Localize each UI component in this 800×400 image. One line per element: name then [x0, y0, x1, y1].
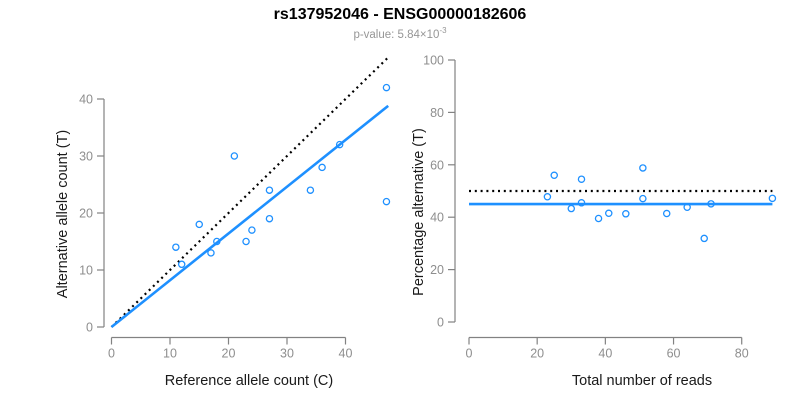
x-axis-title: Reference allele count (C): [165, 373, 333, 389]
data-point: [543, 193, 552, 201]
data-point: [265, 186, 274, 194]
y-axis-title: Percentage alternative (T): [411, 128, 427, 296]
y-axis-title: Alternative allele count (T): [55, 130, 71, 298]
data-point: [213, 237, 221, 246]
data-point: [700, 234, 708, 243]
data-point: [172, 243, 180, 251]
data-point: [605, 209, 613, 218]
data-point: [177, 260, 186, 269]
x-axis: 0 10 20 30 40: [108, 336, 353, 361]
y-tick-label: 60: [430, 158, 444, 172]
y-tick-label: 40: [79, 93, 93, 107]
y-axis: 0 20 40 60 80 100: [423, 54, 456, 330]
x-tick-label: 20: [222, 347, 236, 361]
data-point: [265, 214, 274, 223]
data-point: [577, 199, 586, 207]
p-value-subtitle: p-value: 5.84×10-3: [0, 26, 800, 41]
x-axis: 0 20 40 60 80: [466, 336, 749, 361]
x-tick-label: 30: [280, 347, 294, 361]
y-tick-label: 10: [79, 264, 93, 278]
x-tick-label: 40: [339, 347, 353, 361]
data-point: [683, 203, 691, 211]
data-points: [543, 164, 777, 243]
expected-identity-line: [110, 57, 389, 328]
p-value-text: p-value: 5.84×10: [353, 28, 440, 41]
data-point: [248, 226, 256, 234]
data-point: [768, 194, 777, 203]
page-title: rs137952046 - ENSG00000182606: [273, 6, 527, 23]
x-axis-title: Total number of reads: [572, 373, 712, 389]
y-tick-label: 0: [86, 321, 93, 335]
data-point: [230, 152, 239, 160]
y-tick-label: 20: [79, 207, 93, 221]
x-tick-label: 0: [108, 347, 115, 361]
x-tick-label: 20: [530, 347, 544, 361]
y-axis: 0 10 20 30 40: [79, 93, 105, 335]
data-point: [707, 200, 715, 208]
data-point: [318, 163, 326, 172]
y-tick-label: 80: [430, 106, 444, 120]
y-tick-label: 0: [437, 316, 444, 330]
data-points: [172, 83, 391, 269]
y-tick-label: 30: [79, 150, 93, 164]
data-point: [622, 210, 630, 218]
x-tick-label: 80: [735, 347, 749, 361]
data-point: [382, 197, 391, 206]
data-point: [594, 214, 603, 223]
p-value-exponent: -3: [439, 26, 447, 35]
data-point: [550, 171, 558, 180]
data-point: [306, 186, 315, 194]
data-point: [662, 209, 671, 218]
data-point: [639, 164, 647, 172]
y-tick-label: 20: [430, 263, 444, 277]
y-tick-label: 40: [430, 211, 444, 225]
data-point: [639, 194, 647, 203]
data-point: [382, 83, 391, 92]
x-tick-label: 40: [598, 347, 612, 361]
data-point: [567, 204, 576, 213]
data-point: [195, 220, 203, 229]
data-point: [335, 140, 344, 149]
data-point: [577, 175, 586, 183]
data-point: [242, 237, 250, 246]
data-point: [207, 249, 215, 257]
x-tick-label: 60: [667, 347, 681, 361]
x-tick-label: 0: [466, 347, 473, 361]
y-tick-label: 100: [423, 54, 444, 68]
x-tick-label: 10: [163, 347, 177, 361]
